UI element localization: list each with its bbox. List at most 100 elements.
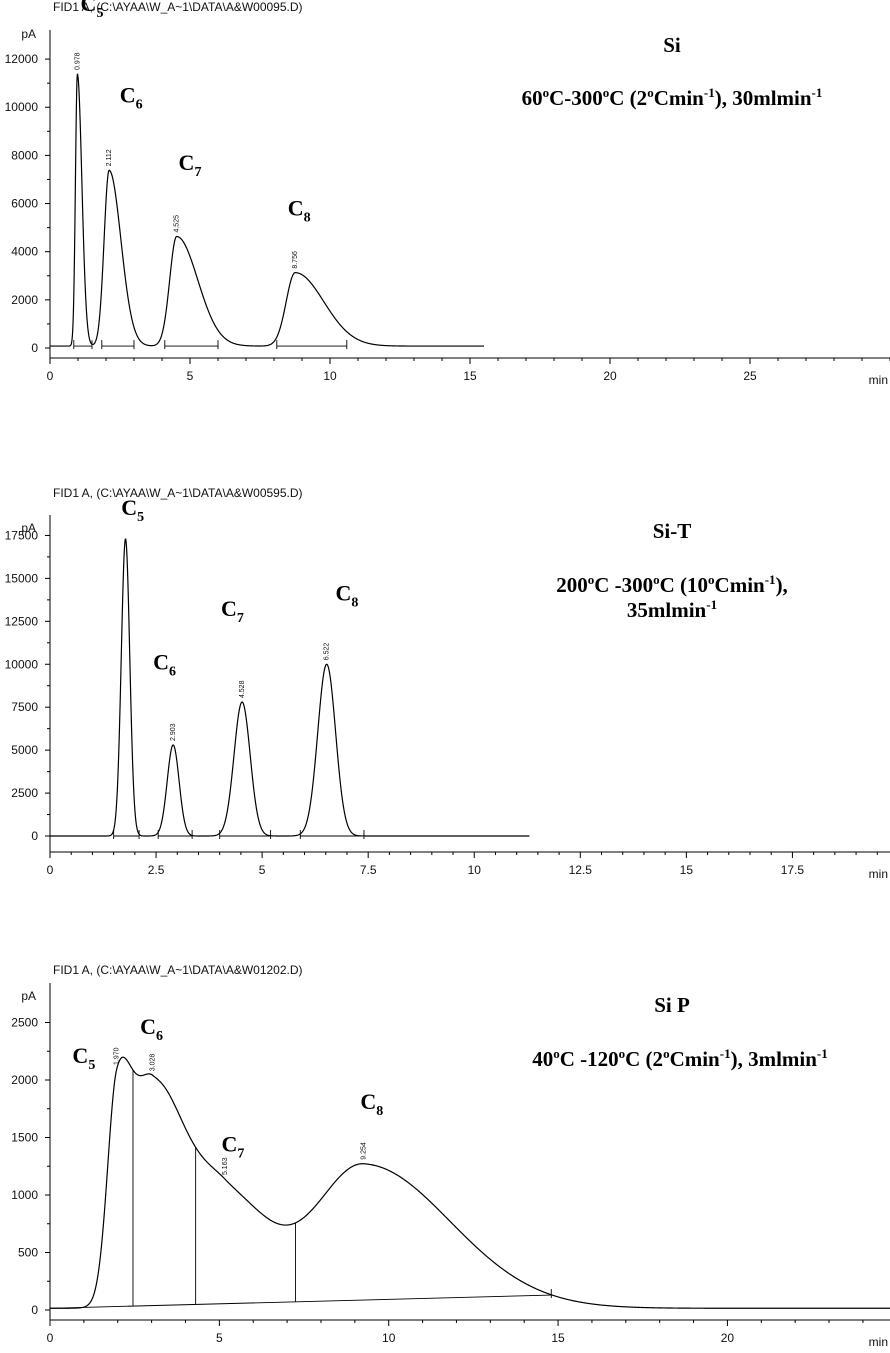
- peak-name-label: C5: [81, 0, 104, 21]
- conditions-superscript: o: [603, 85, 610, 100]
- x-tick-label: 5: [216, 1331, 223, 1345]
- y-tick-label: 12000: [5, 52, 39, 66]
- conditions-superscript: -1: [706, 597, 717, 612]
- y-tick-label: 2000: [11, 293, 38, 307]
- conditions-text: C (2: [609, 86, 647, 110]
- peak-name-label: C6: [120, 82, 143, 112]
- peak-retention-label: 9.254: [360, 1142, 367, 1160]
- y-tick-label: 15000: [5, 571, 39, 585]
- peak-name-subscript: 6: [156, 1029, 163, 1044]
- x-tick-label: 10: [468, 863, 482, 877]
- peak-retention-label: 1.970: [114, 1047, 121, 1065]
- x-tick-label: 0: [47, 1331, 54, 1345]
- peak-retention-label: 2.903: [170, 723, 177, 741]
- peak-name-label: C7: [221, 1131, 244, 1161]
- panel-title: Si: [663, 33, 681, 57]
- x-tick-label: 7.5: [360, 863, 377, 877]
- panel-header: FID1 A, (C:\AYAA\W_A~1\DATA\A&W01202.D): [53, 963, 303, 977]
- x-tick-label: 15: [463, 369, 477, 383]
- conditions-text: Cmin: [670, 1047, 720, 1071]
- integration-baseline: [49, 1294, 552, 1309]
- conditions-text: C (2: [625, 1047, 663, 1071]
- peak-retention-label: 3.028: [150, 1054, 157, 1072]
- x-tick-label: 10: [323, 369, 337, 383]
- conditions-superscript: o: [708, 572, 715, 587]
- conditions-text: ),: [776, 573, 788, 597]
- peak-name-subscript: 8: [351, 596, 358, 611]
- conditions-text: C-300: [549, 86, 603, 110]
- peak-name-label: C5: [72, 1043, 95, 1073]
- peak-name-label: C6: [140, 1014, 163, 1044]
- peak-name-label: C8: [288, 196, 311, 226]
- conditions-superscript: -1: [765, 572, 776, 587]
- conditions-text: C (10: [660, 573, 708, 597]
- y-tick-label: 2500: [11, 1016, 38, 1030]
- chromatogram-trace: [50, 538, 530, 837]
- peak-retention-label: 6.522: [324, 643, 331, 661]
- chromatogram-panel-2: FID1 A, (C:\AYAA\W_A~1\DATA\A&W00595.D)p…: [5, 486, 890, 881]
- x-axis-unit: min: [869, 867, 888, 881]
- y-tick-label: 17500: [5, 528, 39, 542]
- x-tick-label: 0: [47, 369, 54, 383]
- x-tick-label: 25: [743, 369, 757, 383]
- panel-title: Si-T: [653, 519, 692, 543]
- peak-retention-label: 2.112: [106, 149, 113, 166]
- peak-name-subscript: 7: [237, 1146, 244, 1161]
- conditions-superscript: o: [588, 572, 595, 587]
- x-tick-label: 12.5: [569, 863, 593, 877]
- peak-retention-label: 8.756: [292, 251, 299, 269]
- conditions-superscript: o: [647, 85, 654, 100]
- x-axis-unit: min: [869, 1335, 888, 1349]
- y-tick-label: 0: [31, 341, 38, 355]
- y-tick-label: 2000: [11, 1073, 38, 1087]
- conditions-text: 200: [556, 573, 588, 597]
- conditions-superscript: -1: [704, 85, 715, 100]
- conditions-text: Cmin: [654, 86, 704, 110]
- peak-name-subscript: 5: [88, 1058, 95, 1073]
- y-tick-label: 0: [31, 829, 38, 843]
- chromatogram-trace: [50, 1056, 890, 1309]
- conditions-text: 60: [522, 86, 543, 110]
- conditions-superscript: -1: [817, 1046, 828, 1061]
- y-axis-unit: pA: [21, 27, 36, 41]
- y-tick-label: 1000: [11, 1188, 38, 1202]
- y-tick-label: 5000: [11, 743, 38, 757]
- conditions-text: C -120: [560, 1047, 619, 1071]
- peak-name-subscript: 5: [137, 510, 144, 525]
- conditions-superscript: -1: [720, 1046, 731, 1061]
- conditions-line: 60oC-300oC (2oCmin-1), 30mlmin-1: [522, 85, 823, 110]
- peak-name-subscript: 6: [169, 664, 176, 679]
- y-tick-label: 4000: [11, 245, 38, 259]
- panel-header: FID1 A, (C:\AYAA\W_A~1\DATA\A&W00595.D): [53, 486, 303, 500]
- peak-name-label: C7: [179, 150, 202, 180]
- chromatogram-panel-1: FID1 A, (C:\AYAA\W_A~1\DATA\A&W00095.D)p…: [5, 0, 890, 387]
- conditions-superscript: o: [543, 85, 550, 100]
- conditions-superscript: o: [619, 1046, 626, 1061]
- y-tick-label: 2500: [11, 786, 38, 800]
- peak-name-label: C8: [360, 1089, 383, 1119]
- conditions-superscript: o: [653, 572, 660, 587]
- conditions-line: 35mlmin-1: [627, 597, 717, 622]
- peak-name-subscript: 8: [376, 1104, 383, 1119]
- conditions-superscript: -1: [812, 85, 823, 100]
- conditions-text: Cmin: [715, 573, 765, 597]
- x-tick-label: 5: [259, 863, 266, 877]
- panel-header: FID1 A, (C:\AYAA\W_A~1\DATA\A&W00095.D): [53, 0, 303, 14]
- y-tick-label: 500: [18, 1246, 38, 1260]
- y-tick-label: 10000: [5, 100, 39, 114]
- x-tick-label: 5: [187, 369, 194, 383]
- peak-name-label: C6: [153, 649, 176, 679]
- conditions-text: ), 3mlmin: [731, 1047, 818, 1071]
- peak-name-label: C7: [221, 596, 244, 626]
- peak-retention-label: 4.525: [174, 215, 181, 233]
- peak-name-subscript: 7: [194, 165, 201, 180]
- x-tick-label: 20: [721, 1331, 735, 1345]
- conditions-line: 200oC -300oC (10oCmin-1),: [556, 572, 788, 597]
- peak-retention-label: 5.163: [222, 1157, 229, 1175]
- x-tick-label: 10: [382, 1331, 396, 1345]
- conditions-superscript: o: [663, 1046, 670, 1061]
- conditions-text: ), 30mlmin: [715, 86, 812, 110]
- x-tick-label: 15: [680, 863, 694, 877]
- conditions-text: C -300: [594, 573, 653, 597]
